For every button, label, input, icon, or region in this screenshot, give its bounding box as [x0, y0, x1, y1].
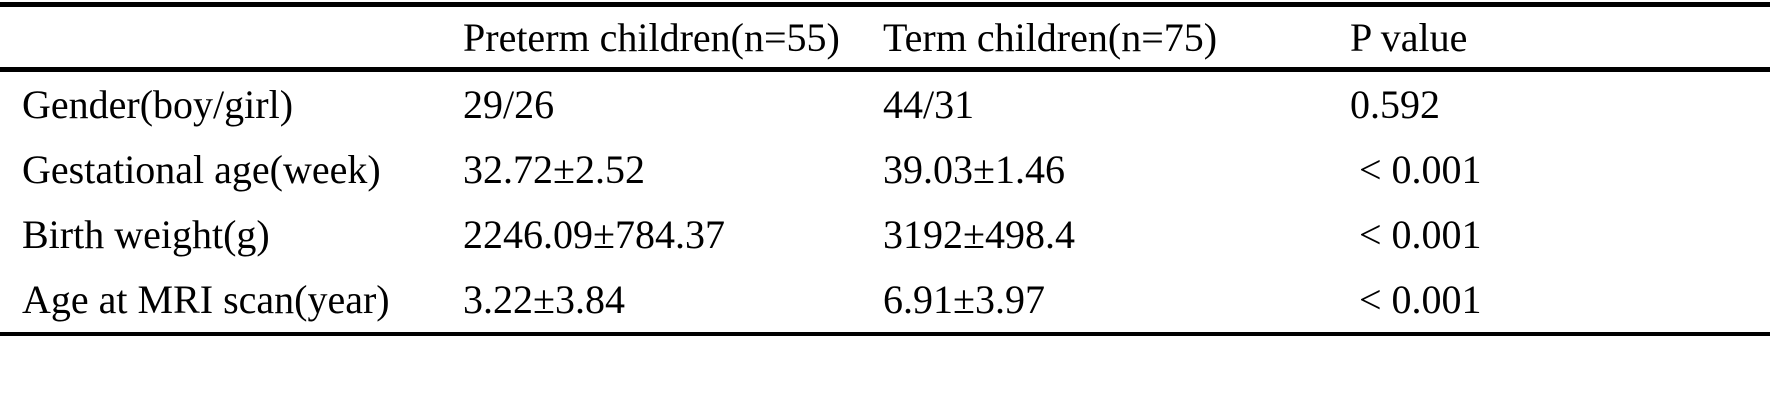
- cell-p-value: < 0.001: [1359, 212, 1482, 257]
- row-label: Age at MRI scan(year): [22, 277, 390, 322]
- cell-preterm-value: 32.72±2.52: [463, 147, 645, 192]
- header-characteristic-empty: [0, 4, 441, 72]
- header-row: Preterm children(n=55) Term children(n=7…: [0, 4, 1770, 72]
- cell-preterm-value: 29/26: [463, 82, 555, 127]
- cell-preterm-value: 3.22±3.84: [463, 277, 625, 322]
- header-preterm-children: Preterm children(n=55): [441, 4, 861, 72]
- table-row-gender: Gender(boy/girl) 29/26 44/31 0.592: [0, 70, 1770, 138]
- cell-term-value: 6.91±3.97: [883, 277, 1045, 322]
- cell-term-value: 39.03±1.46: [883, 147, 1065, 192]
- cell-p-value: 0.592: [1350, 82, 1440, 127]
- table-row-birth-weight: Birth weight(g) 2246.09±784.37 3192±498.…: [0, 202, 1770, 267]
- row-label: Birth weight(g): [22, 212, 270, 257]
- cell-p-value: < 0.001: [1359, 277, 1482, 322]
- cell-term-value: 3192±498.4: [883, 212, 1075, 257]
- table-row-gestational-age: Gestational age(week) 32.72±2.52 39.03±1…: [0, 137, 1770, 202]
- table-row-age-at-mri: Age at MRI scan(year) 3.22±3.84 6.91±3.9…: [0, 267, 1770, 334]
- row-label: Gender(boy/girl): [22, 82, 294, 127]
- header-term-children: Term children(n=75): [861, 4, 1328, 72]
- cell-p-value: < 0.001: [1359, 147, 1482, 192]
- cell-preterm-value: 2246.09±784.37: [463, 212, 725, 257]
- participant-demographics-table: Preterm children(n=55) Term children(n=7…: [0, 2, 1770, 336]
- cell-term-value: 44/31: [883, 82, 975, 127]
- row-label: Gestational age(week): [22, 147, 381, 192]
- header-p-value: P value: [1328, 4, 1770, 72]
